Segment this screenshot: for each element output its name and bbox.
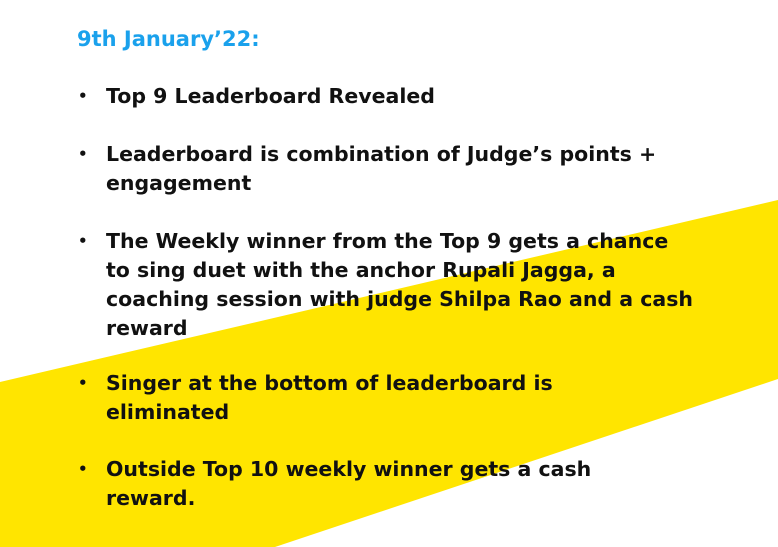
bullet-text: Outside Top 10 weekly winner gets a cash… xyxy=(106,457,592,510)
bullet-point: • xyxy=(78,232,88,250)
bullet-text: The Weekly winner from the Top 9 gets a … xyxy=(106,229,693,340)
bullet-item-elimination: • Singer at the bottom of leaderboard is… xyxy=(78,369,668,427)
bullet-text: Singer at the bottom of leaderboard is e… xyxy=(106,371,553,424)
bullet-point: • xyxy=(78,374,88,392)
bullet-item-outside-top-10: • Outside Top 10 weekly winner gets a ca… xyxy=(78,455,668,513)
bullet-text: Leaderboard is combination of Judge’s po… xyxy=(106,142,657,195)
bullet-item-weekly-winner: • The Weekly winner from the Top 9 gets … xyxy=(78,227,698,343)
yellow-stripe-shape xyxy=(0,200,778,547)
bullet-point: • xyxy=(78,460,88,478)
bullet-item-leaderboard-revealed: • Top 9 Leaderboard Revealed xyxy=(78,82,728,111)
bullet-point: • xyxy=(78,87,88,105)
bullet-item-leaderboard-combination: • Leaderboard is combination of Judge’s … xyxy=(78,140,718,198)
bullet-text: Top 9 Leaderboard Revealed xyxy=(106,84,435,108)
date-heading: 9th January’22: xyxy=(77,27,260,51)
bullet-point: • xyxy=(78,145,88,163)
